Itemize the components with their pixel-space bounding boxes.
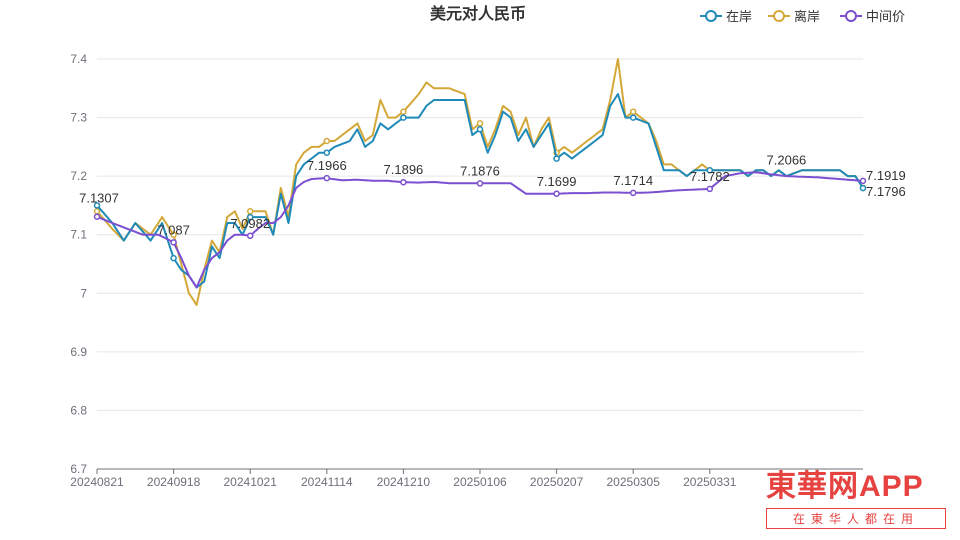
series-point [400,108,407,115]
series-point [323,149,331,156]
series-point [170,239,177,246]
x-tick-label: 20250305 [607,475,661,489]
series-lines [93,58,867,306]
series-point [246,208,254,215]
series-line-2 [96,171,864,289]
data-labels: 7.1307 7.087 7.0982 7.1966 7.1896 7.1876 7.169… [79,152,906,237]
data-label: 7.1876 [460,163,500,178]
series-point [246,232,254,240]
grid-lines [97,58,863,411]
series-point [323,137,331,145]
x-tick-label: 20250207 [530,475,584,489]
x-tick-label: 20241021 [224,475,278,489]
data-label: 7.0982 [230,216,270,231]
series-point [476,120,484,127]
watermark-logo: 東華网APP 在東华人都在用 [766,470,946,529]
series-point [400,178,407,186]
x-tick-label: 20241114 [301,475,353,489]
series-point [476,126,484,133]
legend-label[interactable]: 离岸 [794,9,820,24]
series-point [553,190,560,197]
series-point [400,114,407,121]
x-tick-label: 20250106 [453,475,507,489]
data-label: 7.1699 [537,174,577,189]
legend-label[interactable]: 中间价 [866,9,905,24]
chart-title: 美元对人民币 [430,4,526,23]
series-point [553,155,560,162]
y-tick-label: 7.4 [70,52,87,66]
series-point [859,184,867,192]
series-point [859,177,867,185]
data-label: 7.1307 [79,191,119,206]
series-point [93,213,101,220]
legend-marker [705,10,717,22]
series-point [323,174,331,182]
series-point [629,108,637,115]
y-tick-label: 7 [80,286,87,300]
data-label: 7.1919 [866,168,906,183]
legend-marker [773,10,785,22]
x-tick-label: 20250331 [683,475,737,489]
watermark-slogan: 在東华人都在用 [766,508,946,529]
x-axis: 20240821 20240918 20241021 20241114 20241210… [70,468,863,489]
series-point [170,231,177,238]
series-point [629,189,637,197]
series-point [93,202,101,209]
y-tick-label: 6.7 [70,462,87,476]
data-label: 7.1782 [690,169,730,184]
y-tick-label: 6.9 [70,345,87,359]
series-point [629,114,637,121]
series-point [706,167,714,174]
series-point [706,185,714,193]
series-point [93,208,101,215]
data-label: 7.1714 [613,173,653,188]
series-point [246,213,254,221]
y-tick-label: 7.3 [70,111,87,125]
x-tick-label: 20241210 [377,475,431,489]
series-point [476,180,484,187]
series-point [170,254,177,262]
legend-label[interactable]: 在岸 [726,9,752,24]
y-axis: 6.7 6.8 6.9 7 7.1 7.2 7.3 7.4 [70,52,87,476]
data-label: 7.1896 [384,162,424,177]
data-label: 7.087 [157,222,190,237]
y-tick-label: 6.8 [70,403,87,417]
y-tick-label: 7.1 [70,228,87,242]
data-label: 7.1796 [866,184,906,199]
y-tick-label: 7.2 [70,169,87,183]
watermark-brand: 東華网APP [766,470,924,503]
x-tick-label: 20240821 [70,475,124,489]
legend-marker [845,10,857,22]
data-label: 7.1966 [307,158,347,173]
x-tick-label: 20240918 [147,475,201,489]
data-label: 7.2066 [767,152,807,167]
legend[interactable]: 在岸 离岸 中间价 [700,9,905,24]
